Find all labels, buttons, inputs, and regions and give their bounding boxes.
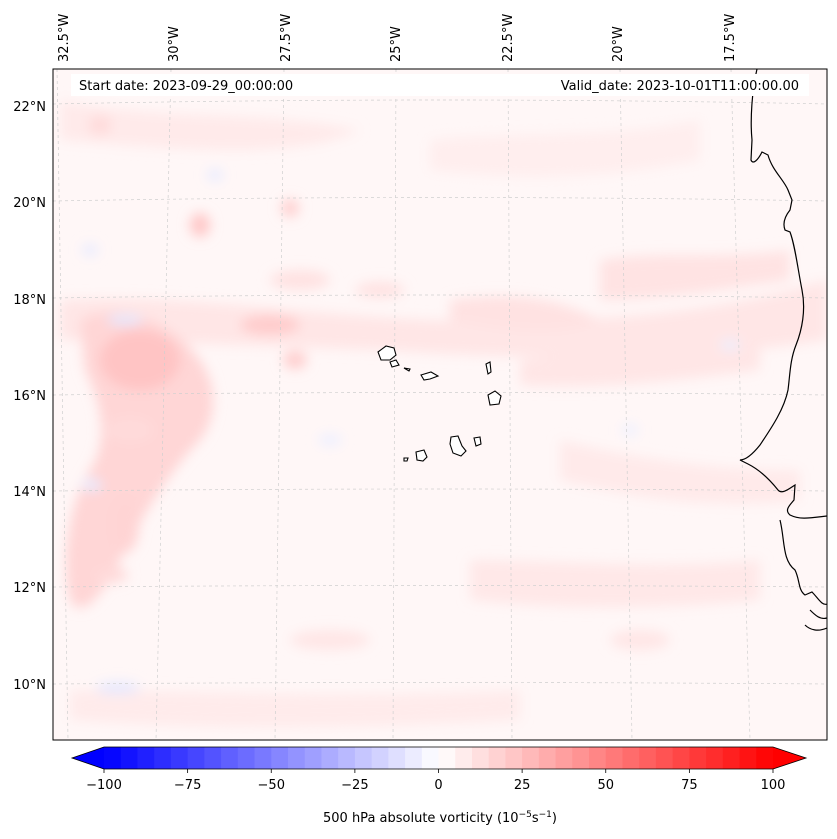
lon-label: 30°W: [167, 26, 182, 62]
lon-label: 20°W: [611, 26, 626, 62]
colorbar-cells: [104, 747, 774, 769]
valid-date-label: Valid_date: 2023-10-01T11:00:00.00: [561, 79, 799, 94]
lon-label: 25°W: [389, 26, 404, 62]
longitude-labels: 32.5°W 30°W 27.5°W 25°W 22.5°W 20°W 17.5…: [57, 14, 738, 62]
colorbar-cell: [170, 747, 189, 769]
colorbar-cell: [555, 747, 573, 769]
colorbar-cell: [655, 747, 674, 769]
colorbar-cell: [756, 747, 774, 769]
colorbar-cell: [405, 747, 423, 769]
colorbar-tick-label: 25: [514, 778, 531, 793]
map-frame: [52, 68, 828, 741]
lon-label: 32.5°W: [57, 14, 72, 62]
colorbar-cell: [287, 747, 306, 769]
colorbar-cell: [722, 747, 741, 769]
colorbar-cell: [254, 747, 272, 769]
lat-label: 18°N: [13, 293, 46, 308]
colorbar-cell: [455, 747, 473, 769]
colorbar-min-extend: [72, 747, 104, 769]
colorbar-cell: [421, 747, 440, 769]
colorbar-cell: [104, 747, 122, 769]
colorbar-cell: [388, 747, 406, 769]
header-box: [71, 74, 809, 96]
colorbar-tick-label: 100: [761, 778, 786, 793]
colorbar-cell: [522, 747, 540, 769]
colorbar-tick-label: 50: [597, 778, 614, 793]
colorbar-cell: [154, 747, 172, 769]
colorbar-tick-label: −75: [174, 778, 201, 793]
colorbar-cell: [221, 747, 239, 769]
islands: [377, 345, 502, 462]
colorbar-tick-label: 75: [681, 778, 698, 793]
colorbar-cell: [371, 747, 389, 769]
colorbar-cell: [605, 747, 624, 769]
colorbar-max-extend: [773, 747, 806, 769]
lat-label: 12°N: [13, 581, 46, 596]
lat-label: 22°N: [13, 100, 46, 115]
lon-label: 17.5°W: [723, 14, 738, 62]
colorbar-tick-label: −100: [86, 778, 122, 793]
lat-label: 10°N: [13, 678, 46, 693]
colorbar: −100 −75 −50 −25 0 25 50 75 100 500 hPa absolute…: [70, 746, 808, 826]
colorbar-cell: [137, 747, 155, 769]
colorbar-label: 500 hPa absolute vorticity (10−5s−1): [323, 810, 557, 826]
lon-label: 22.5°W: [501, 14, 516, 62]
latitude-labels: 22°N 20°N 18°N 16°N 14°N 12°N 10°N: [13, 100, 46, 693]
lat-label: 20°N: [13, 196, 46, 211]
colorbar-cell: [488, 747, 507, 769]
colorbar-cell: [739, 747, 757, 769]
colorbar-cell: [589, 747, 607, 769]
lon-label: 27.5°W: [279, 14, 294, 62]
colorbar-cell: [672, 747, 690, 769]
graticule: [53, 69, 827, 740]
lat-label: 14°N: [13, 485, 46, 500]
vorticity-field: [60, 100, 827, 728]
start-date-label: Start date: 2023-09-29_00:00:00: [79, 79, 293, 94]
map-panel: Start date: 2023-09-29_00:00:00 Valid_da…: [52, 68, 828, 741]
coastline: [739, 69, 827, 631]
colorbar-cell: [187, 747, 205, 769]
colorbar-cell: [505, 747, 523, 769]
colorbar-cell: [639, 747, 657, 769]
colorbar-cell: [438, 747, 456, 769]
colorbar-cell: [304, 747, 323, 769]
colorbar-cell: [689, 747, 707, 769]
colorbar-cell: [338, 747, 356, 769]
colorbar-tick-label: −50: [258, 778, 285, 793]
colorbar-cell: [622, 747, 640, 769]
colorbar-cell: [538, 747, 557, 769]
colorbar-cell: [237, 747, 256, 769]
colorbar-cell: [321, 747, 339, 769]
colorbar-cell: [572, 747, 590, 769]
colorbar-cell: [471, 747, 490, 769]
colorbar-ticks: −100 −75 −50 −25 0 25 50 75 100: [86, 769, 785, 793]
colorbar-cell: [354, 747, 373, 769]
colorbar-tick-label: −25: [341, 778, 368, 793]
colorbar-tick-label: 0: [434, 778, 442, 793]
colorbar-cell: [706, 747, 724, 769]
lat-label: 16°N: [13, 389, 46, 404]
colorbar-cell: [271, 747, 289, 769]
colorbar-cell: [120, 747, 139, 769]
colorbar-cell: [204, 747, 222, 769]
